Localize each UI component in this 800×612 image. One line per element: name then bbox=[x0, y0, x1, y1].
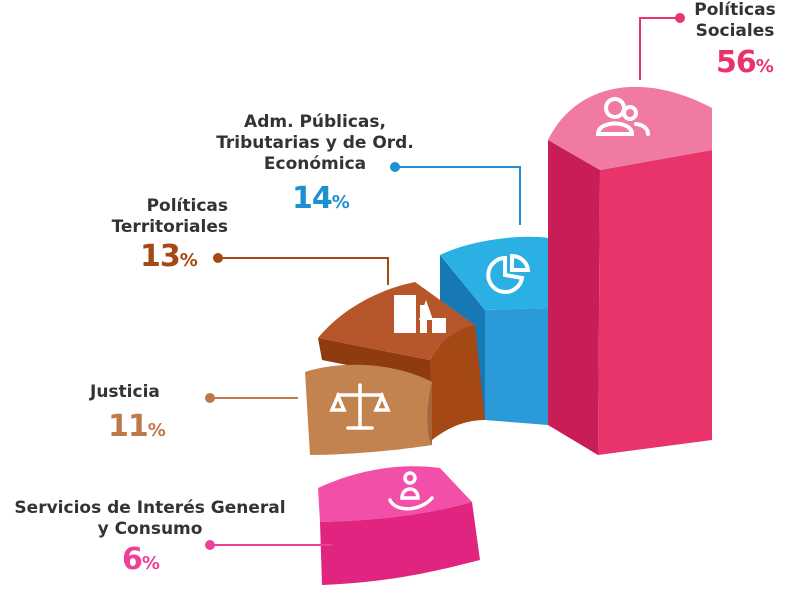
leader-sociales bbox=[639, 13, 685, 80]
label-line: Servicios de Interés General bbox=[14, 498, 286, 518]
label-line: Justicia bbox=[90, 382, 160, 402]
label-line: Tributarias y de Ord. bbox=[216, 133, 414, 153]
slice-servicios-front bbox=[320, 502, 480, 585]
value-politicas-territoriales: 13% bbox=[140, 242, 198, 276]
slice-servicios bbox=[318, 466, 480, 585]
slice-politicas-territoriales bbox=[318, 282, 485, 440]
value-adm-publicas: 14% bbox=[292, 184, 350, 218]
leader-servicios bbox=[205, 540, 332, 550]
value-number: 14 bbox=[292, 181, 333, 216]
percent-sign: % bbox=[141, 553, 160, 574]
leader-justicia bbox=[205, 393, 298, 403]
slice-adm-top bbox=[440, 236, 548, 310]
percent-sign: % bbox=[179, 250, 198, 271]
label-line: Económica bbox=[263, 154, 367, 174]
label-line: Territoriales bbox=[111, 217, 228, 237]
slice-adm-front bbox=[485, 308, 548, 425]
value-number: 13 bbox=[140, 239, 181, 274]
label-line: Políticas bbox=[694, 0, 776, 20]
slice-justicia-front bbox=[305, 364, 432, 455]
scales-icon bbox=[329, 383, 391, 430]
percent-sign: % bbox=[147, 420, 166, 441]
leader-adm bbox=[390, 162, 521, 225]
percent-sign: % bbox=[755, 56, 774, 77]
label-politicas-territoriales: Políticas Territoriales bbox=[80, 196, 228, 238]
label-justicia: Justicia bbox=[90, 382, 160, 403]
leader-territoriales bbox=[213, 253, 389, 285]
value-number: 6 bbox=[122, 542, 143, 577]
city-buildings-icon bbox=[394, 295, 446, 333]
hand-person-icon bbox=[388, 471, 434, 511]
value-politicas-sociales: 56% bbox=[716, 48, 774, 82]
slice-sociales-front bbox=[598, 150, 712, 455]
slice-justicia-side bbox=[427, 382, 432, 445]
label-line: Políticas bbox=[146, 196, 228, 216]
people-icon bbox=[595, 97, 650, 136]
slice-territoriales-side bbox=[430, 325, 485, 440]
label-politicas-sociales: Políticas Sociales bbox=[680, 0, 790, 42]
label-line: y Consumo bbox=[97, 519, 203, 539]
value-number: 56 bbox=[716, 45, 757, 80]
value-servicios: 6% bbox=[122, 545, 160, 579]
slice-sociales-side bbox=[548, 140, 600, 455]
slice-justicia bbox=[305, 364, 432, 455]
label-line: Sociales bbox=[695, 21, 775, 41]
label-servicios: Servicios de Interés General y Consumo bbox=[0, 498, 300, 540]
slice-politicas-sociales bbox=[548, 86, 712, 455]
percent-sign: % bbox=[331, 192, 350, 213]
label-adm-publicas: Adm. Públicas, Tributarias y de Ord. Eco… bbox=[200, 112, 430, 175]
slice-servicios-top bbox=[318, 466, 472, 522]
pie-chart-icon bbox=[486, 253, 531, 294]
value-number: 11 bbox=[108, 409, 149, 444]
value-justicia: 11% bbox=[108, 412, 166, 446]
label-line: Adm. Públicas, bbox=[244, 112, 386, 132]
